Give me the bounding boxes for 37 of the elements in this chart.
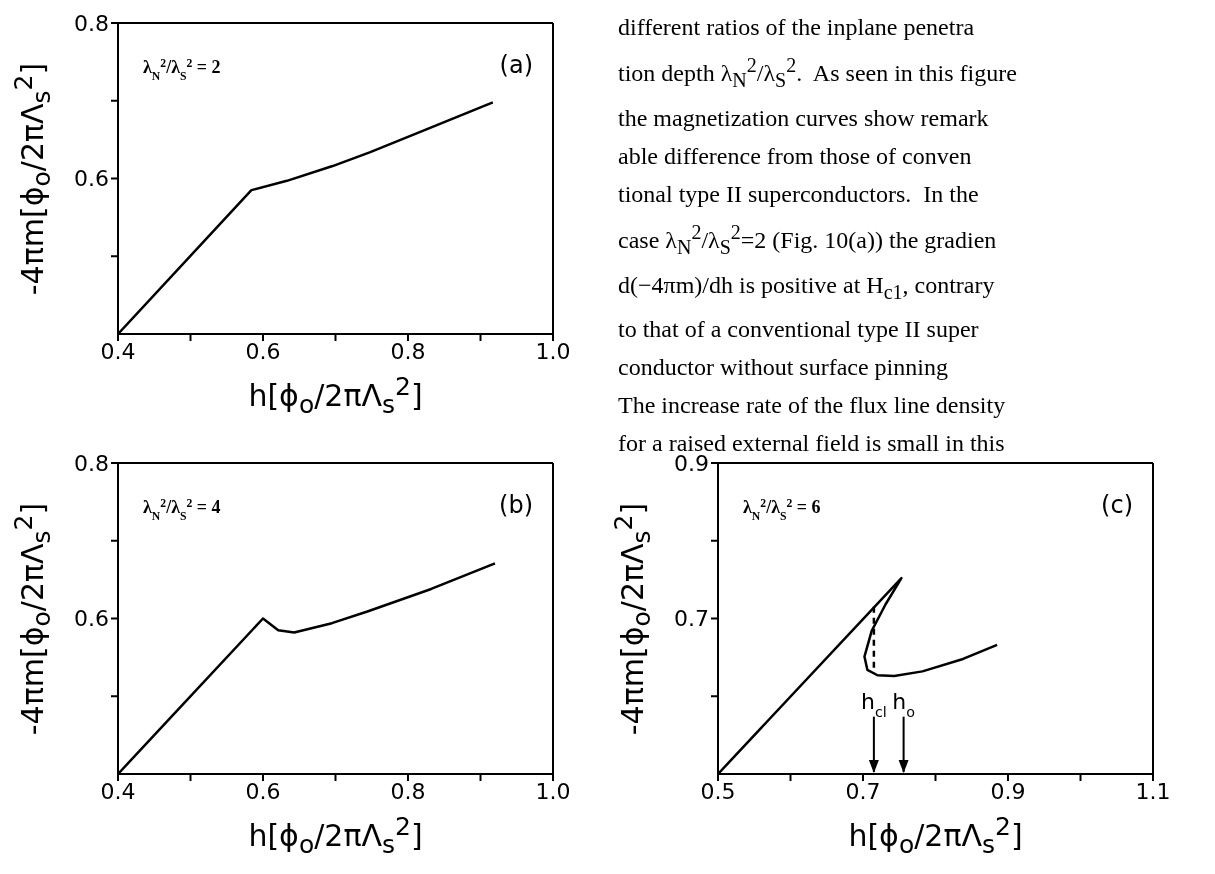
x-tick-label: 0.6: [245, 778, 281, 804]
text: able difference from those of conven: [618, 141, 973, 171]
text: tion depth λ$_{N}$$^{2}$/λ$_{S}$$^{2}$. As seen in this figure: [618, 53, 1018, 93]
x-tick-label: 1.0: [535, 778, 571, 804]
y-tick-label: 0.6: [74, 166, 109, 192]
x-axis-title: h[ϕ$_{o}$/2πΛ$_{s}$$^{2}$]: [848, 812, 1023, 859]
annotation: λ$_{N}$$^{2}$/λ$_{S}$$^{2}$ = 2: [143, 56, 221, 83]
x-tick-label: 0.9: [990, 778, 1026, 804]
text: to that of a conventional type II super: [618, 315, 980, 345]
x-tick-label: 0.4: [100, 778, 136, 804]
y-tick-label: 0.8: [74, 450, 109, 476]
text: case λ$_{N}$$^{2}$/λ$_{S}$$^{2}$=2 (Fig. 10(a)) the gradien: [618, 219, 998, 260]
annotation: λ$_{N}$$^{2}$/λ$_{S}$$^{2}$ = 6: [743, 496, 821, 523]
annotation: λ$_{N}$$^{2}$/λ$_{S}$$^{2}$ = 4: [143, 496, 221, 523]
x-tick-label: 1.0: [535, 338, 571, 364]
x-tick-label: 0.8: [390, 338, 426, 364]
ref-line-label: h$_{o}$: [892, 688, 915, 720]
x-tick-label: 0.7: [845, 778, 881, 804]
text: tional type II superconductors. In the: [618, 179, 980, 209]
annotation: (c): [1101, 491, 1133, 519]
text: The increase rate of the flux line density: [618, 391, 1007, 421]
x-tick-label: 0.6: [245, 338, 281, 364]
annotation: (b): [499, 491, 533, 519]
ref-line-label: h$_{cl}$: [860, 688, 887, 720]
x-tick-label: 0.4: [100, 338, 136, 364]
x-tick-label: 1.1: [1135, 778, 1171, 804]
x-axis-title: h[ϕ$_{o}$/2πΛ$_{s}$$^{2}$]: [248, 812, 423, 859]
text: different ratios of the inplane penetra: [618, 13, 976, 42]
text: the magnetization curves show remark: [618, 103, 990, 133]
x-axis-title: h[ϕ$_{o}$/2πΛ$_{s}$$^{2}$]: [248, 372, 423, 419]
x-tick-label: 0.5: [700, 778, 736, 804]
annotation: (a): [499, 51, 533, 79]
text: conductor without surface pinning: [618, 353, 949, 383]
y-tick-label: 0.6: [74, 606, 109, 632]
x-tick-label: 0.8: [390, 778, 426, 804]
y-tick-label: 0.8: [74, 10, 109, 36]
text: d(−4πm)/dh is positive at H$_{c1}$, contrary: [618, 270, 996, 305]
